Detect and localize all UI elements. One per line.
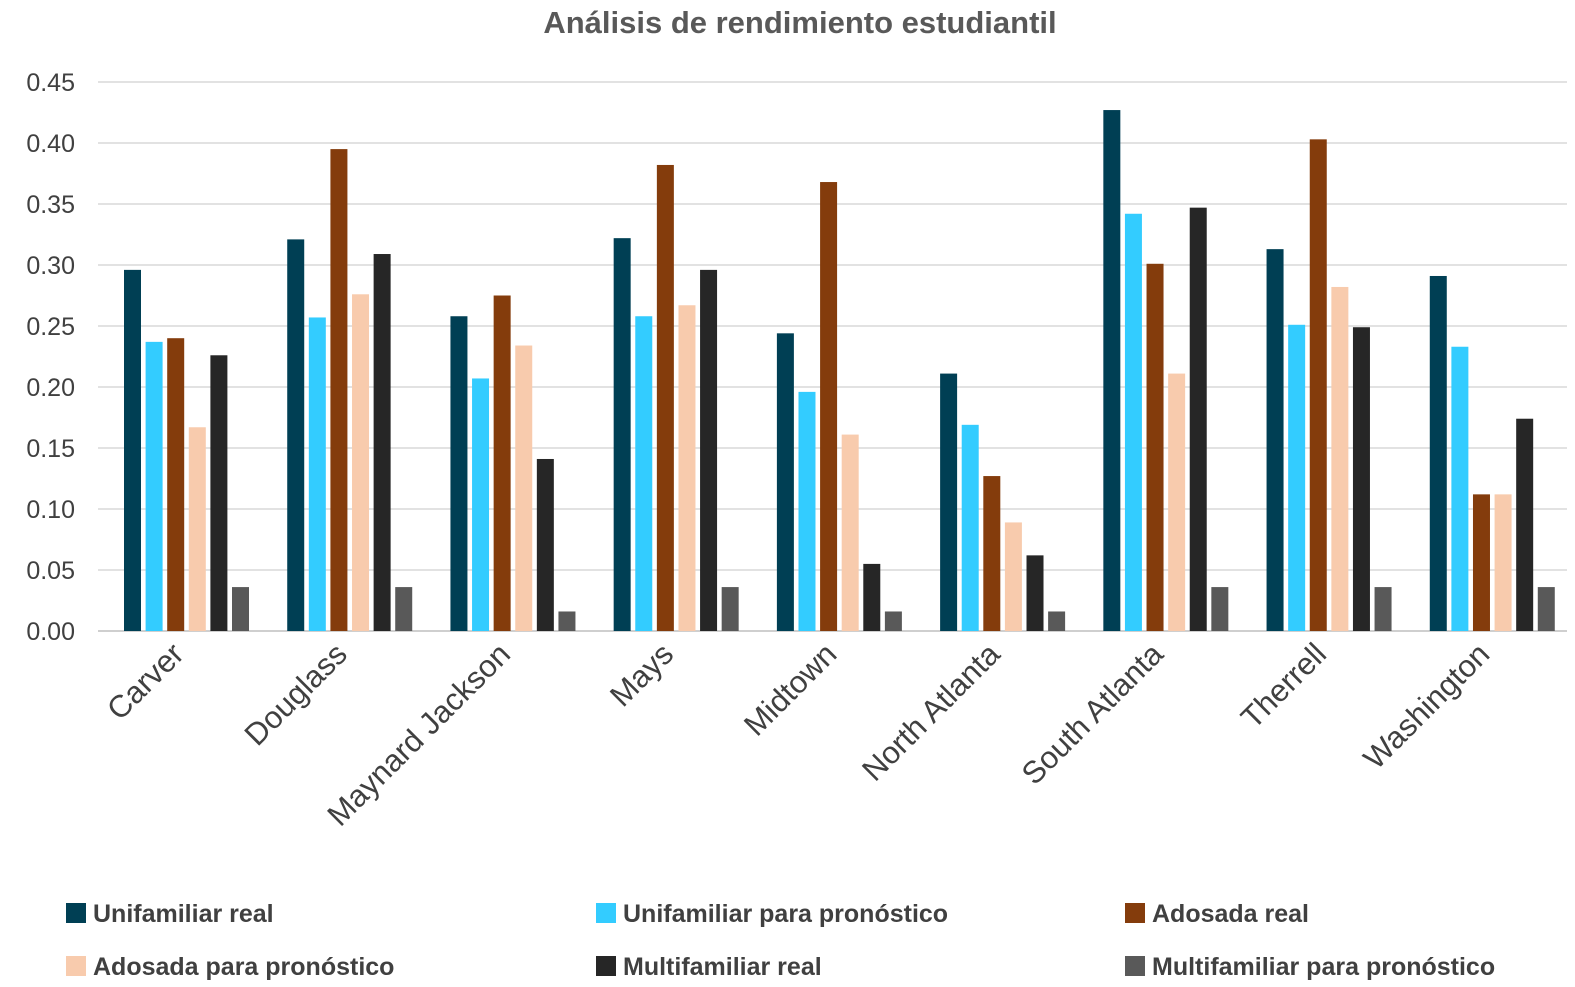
bar xyxy=(1124,213,1142,631)
bar xyxy=(167,338,185,631)
bar xyxy=(395,587,413,631)
y-tick-label: 0.45 xyxy=(26,69,75,97)
x-tick-label: Midtown xyxy=(737,636,843,742)
bar xyxy=(863,563,881,631)
bar xyxy=(450,316,468,631)
y-tick-label: 0.25 xyxy=(26,313,75,341)
bar xyxy=(635,316,653,631)
bar xyxy=(983,476,1001,631)
x-tick-label: Washington xyxy=(1357,636,1497,776)
y-tick-label: 0.40 xyxy=(26,130,75,158)
bar xyxy=(613,238,631,631)
bar xyxy=(1266,249,1284,631)
bar xyxy=(700,269,718,631)
bar xyxy=(1168,373,1186,631)
chart-title: Análisis de rendimiento estudiantil xyxy=(543,5,1056,40)
bar xyxy=(721,587,739,631)
bar xyxy=(330,149,348,631)
x-tick-label: Therrell xyxy=(1234,636,1333,735)
bar xyxy=(515,345,533,631)
legend-swatch xyxy=(66,956,86,976)
bar xyxy=(678,305,696,631)
bar xyxy=(820,182,838,632)
bar xyxy=(1537,587,1555,631)
y-tick-label: 0.20 xyxy=(26,374,75,402)
bar xyxy=(558,611,576,631)
bar xyxy=(1516,418,1534,631)
bar xyxy=(1026,555,1044,631)
x-tick-label: South Atlanta xyxy=(1015,636,1171,792)
legend-swatch xyxy=(596,903,616,923)
bar xyxy=(776,333,794,631)
bar xyxy=(841,434,859,631)
bar xyxy=(1288,324,1306,631)
bar xyxy=(1189,207,1207,631)
x-tick-label: Maynard Jackson xyxy=(320,636,517,833)
bar xyxy=(472,378,490,631)
bar xyxy=(656,164,674,631)
legend-label: Multifamiliar para pronóstico xyxy=(1152,953,1495,981)
bar xyxy=(287,239,305,631)
bar xyxy=(1494,494,1512,631)
legend-swatch xyxy=(1125,903,1145,923)
legend-swatch xyxy=(66,903,86,923)
y-tick-label: 0.00 xyxy=(26,618,75,646)
bar xyxy=(1211,587,1229,631)
y-tick-label: 0.35 xyxy=(26,191,75,219)
legend: Unifamiliar real Unifamiliar para pronóst… xyxy=(66,900,1495,981)
bar xyxy=(536,458,554,631)
bar xyxy=(232,587,249,631)
x-tick-label: Mays xyxy=(603,636,680,713)
y-tick-label: 0.30 xyxy=(26,252,75,280)
bar xyxy=(1004,522,1022,631)
bar xyxy=(1048,611,1066,631)
y-tick-label: 0.15 xyxy=(26,435,75,463)
bar xyxy=(1429,275,1447,631)
bar xyxy=(352,294,370,631)
bar xyxy=(961,424,979,631)
legend-label: Adosada para pronóstico xyxy=(93,953,394,981)
x-tick-label: Carver xyxy=(100,636,191,727)
legend-label: Unifamiliar para pronóstico xyxy=(623,900,948,928)
bar xyxy=(798,391,816,631)
bar xyxy=(1146,263,1164,631)
y-tick-label: 0.10 xyxy=(26,496,75,524)
bar xyxy=(493,295,511,631)
bar xyxy=(1103,110,1121,631)
bar xyxy=(1451,346,1469,631)
legend-label: Adosada real xyxy=(1152,900,1309,928)
bar xyxy=(1331,286,1349,631)
bar xyxy=(1374,587,1392,631)
bar xyxy=(1309,139,1327,631)
legend-swatch xyxy=(596,956,616,976)
y-tick-label: 0.05 xyxy=(26,557,75,585)
bar xyxy=(373,254,391,631)
bar xyxy=(188,427,206,631)
y-axis-ticks: 0.00 0.05 0.10 0.15 0.20 0.25 0.30 0.35 0.40 0.45 xyxy=(26,69,75,646)
x-tick-label: Douglass xyxy=(238,636,354,752)
legend-swatch xyxy=(1125,956,1145,976)
bar xyxy=(210,355,228,631)
legend-label: Multifamiliar real xyxy=(623,953,822,981)
bar xyxy=(940,373,958,631)
bar xyxy=(308,317,326,631)
bar xyxy=(884,611,902,631)
bar xyxy=(1472,494,1490,631)
bar xyxy=(124,269,141,631)
bar xyxy=(1352,327,1370,631)
bar xyxy=(145,341,163,631)
bars xyxy=(124,110,1555,632)
x-tick-label: North Atlanta xyxy=(855,636,1007,788)
legend-label: Unifamiliar real xyxy=(93,900,274,928)
